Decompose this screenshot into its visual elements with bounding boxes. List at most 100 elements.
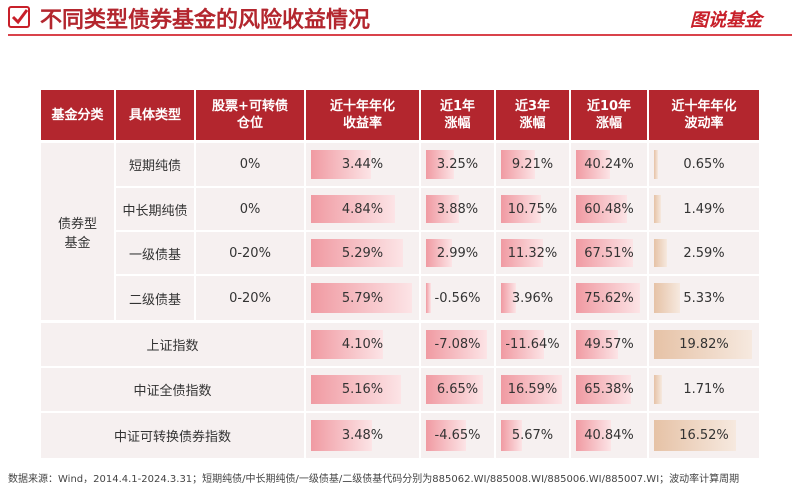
position-text: 0-20% bbox=[229, 245, 271, 261]
value-text: 5.33% bbox=[683, 290, 725, 306]
value-cell: 5.29% bbox=[306, 232, 419, 274]
value-cell: 16.52% bbox=[649, 413, 759, 458]
value-cell: 49.57% bbox=[571, 323, 647, 366]
value-text: 16.59% bbox=[507, 382, 558, 397]
value-bar bbox=[426, 330, 487, 359]
index-cell: 上证指数 bbox=[41, 323, 304, 366]
value-bar bbox=[426, 195, 460, 223]
value-bar bbox=[654, 283, 681, 313]
value-text: 40.24% bbox=[584, 157, 634, 172]
index-text: 上证指数 bbox=[146, 339, 199, 354]
group-cell: 债券型 基金 bbox=[41, 143, 114, 320]
value-bar bbox=[426, 420, 467, 451]
check-mark bbox=[11, 9, 29, 25]
value-cell: 2.99% bbox=[421, 232, 494, 274]
header-text: 具体类型 bbox=[128, 107, 181, 123]
index-cell: 中证全债指数 bbox=[41, 368, 304, 411]
value-bar bbox=[501, 239, 543, 267]
header-cell: 近十年年化 波动率 bbox=[649, 90, 759, 140]
header-cell: 近3年 涨幅 bbox=[496, 90, 569, 140]
header-text: 近3年 bbox=[514, 99, 551, 114]
value-text: 60.48% bbox=[584, 201, 634, 217]
value-text: 75.62% bbox=[584, 290, 634, 306]
value-cell: 10.75% bbox=[496, 188, 569, 230]
value-cell: 5.16% bbox=[306, 368, 419, 411]
index-text: 中证可转换债券指数 bbox=[113, 430, 231, 445]
value-cell: 3.88% bbox=[421, 188, 494, 230]
value-bar bbox=[654, 239, 667, 267]
value-bar bbox=[501, 150, 535, 179]
value-cell: 67.51% bbox=[571, 232, 647, 274]
value-bar bbox=[426, 239, 452, 267]
value-bar bbox=[501, 195, 541, 223]
group-text: 基金 bbox=[64, 235, 91, 251]
value-cell: 3.96% bbox=[496, 276, 569, 320]
value-text: 10.75% bbox=[507, 201, 558, 217]
value-text: 2.99% bbox=[436, 245, 479, 261]
value-cell: 40.84% bbox=[571, 413, 647, 458]
value-bar bbox=[654, 150, 658, 179]
value-cell: 5.33% bbox=[649, 276, 759, 320]
value-text: 5.29% bbox=[341, 245, 384, 261]
header-text: 仓位 bbox=[236, 116, 263, 131]
value-cell: 5.79% bbox=[306, 276, 419, 320]
type-text: 一级债基 bbox=[128, 247, 181, 263]
position-text: 0-20% bbox=[229, 290, 271, 306]
header-text: 涨幅 bbox=[595, 116, 622, 131]
title: 不同类型债券基金的风险收益情况 bbox=[40, 8, 371, 33]
value-text: 49.57% bbox=[584, 337, 634, 352]
value-text: 67.51% bbox=[584, 245, 634, 261]
value-cell: -0.56% bbox=[421, 276, 494, 320]
value-text: 1.71% bbox=[683, 382, 725, 397]
type-cell: 短期纯债 bbox=[116, 143, 194, 186]
value-bar bbox=[311, 375, 401, 404]
value-cell: -11.64% bbox=[496, 323, 569, 366]
value-cell: 75.62% bbox=[571, 276, 647, 320]
position-text: 0% bbox=[239, 201, 261, 217]
value-text: -11.64% bbox=[505, 337, 560, 352]
value-bar bbox=[426, 283, 431, 313]
value-bar bbox=[576, 150, 611, 179]
value-cell: 1.71% bbox=[649, 368, 759, 411]
value-bar bbox=[426, 375, 484, 404]
value-text: 5.67% bbox=[511, 428, 554, 443]
value-bar bbox=[311, 195, 396, 223]
value-bar bbox=[654, 375, 663, 404]
value-cell: 2.59% bbox=[649, 232, 759, 274]
value-bar bbox=[501, 283, 516, 313]
header-cell: 具体类型 bbox=[116, 90, 194, 140]
value-bar bbox=[654, 195, 662, 223]
value-text: 4.10% bbox=[341, 337, 384, 352]
value-bar bbox=[654, 420, 736, 451]
value-bar bbox=[426, 150, 454, 179]
header-text: 股票+可转债 bbox=[212, 99, 288, 114]
footer-source: 数据来源：Wind，2014.4.1-2024.3.31；短期纯债/中长期纯债/… bbox=[8, 474, 740, 485]
position-text: 0% bbox=[239, 157, 261, 172]
value-cell: 3.48% bbox=[306, 413, 419, 458]
value-text: 40.84% bbox=[584, 428, 634, 443]
value-cell: 60.48% bbox=[571, 188, 647, 230]
value-text: 19.82% bbox=[679, 337, 729, 352]
value-bar bbox=[501, 420, 522, 451]
header-text: 近1年 bbox=[439, 99, 476, 114]
position-cell: 0% bbox=[196, 188, 304, 230]
value-text: 5.16% bbox=[341, 382, 384, 397]
value-text: 3.44% bbox=[341, 157, 384, 172]
value-bar bbox=[501, 375, 562, 404]
value-text: 16.52% bbox=[679, 428, 729, 443]
value-bar bbox=[576, 195, 628, 223]
type-text: 短期纯债 bbox=[128, 159, 181, 174]
value-text: 3.48% bbox=[341, 428, 384, 443]
header-text: 近10年 bbox=[586, 99, 632, 114]
value-cell: -4.65% bbox=[421, 413, 494, 458]
value-bar bbox=[576, 420, 611, 451]
value-text: 3.96% bbox=[511, 290, 554, 306]
value-bar bbox=[654, 330, 752, 359]
value-text: 0.65% bbox=[683, 157, 725, 172]
value-bar bbox=[576, 330, 618, 359]
header-cell: 近10年涨幅 bbox=[571, 90, 647, 140]
type-text: 二级债基 bbox=[128, 292, 181, 308]
logo: 图说基金 bbox=[690, 10, 762, 31]
value-bar bbox=[311, 239, 404, 267]
header-text: 波动率 bbox=[684, 116, 724, 131]
